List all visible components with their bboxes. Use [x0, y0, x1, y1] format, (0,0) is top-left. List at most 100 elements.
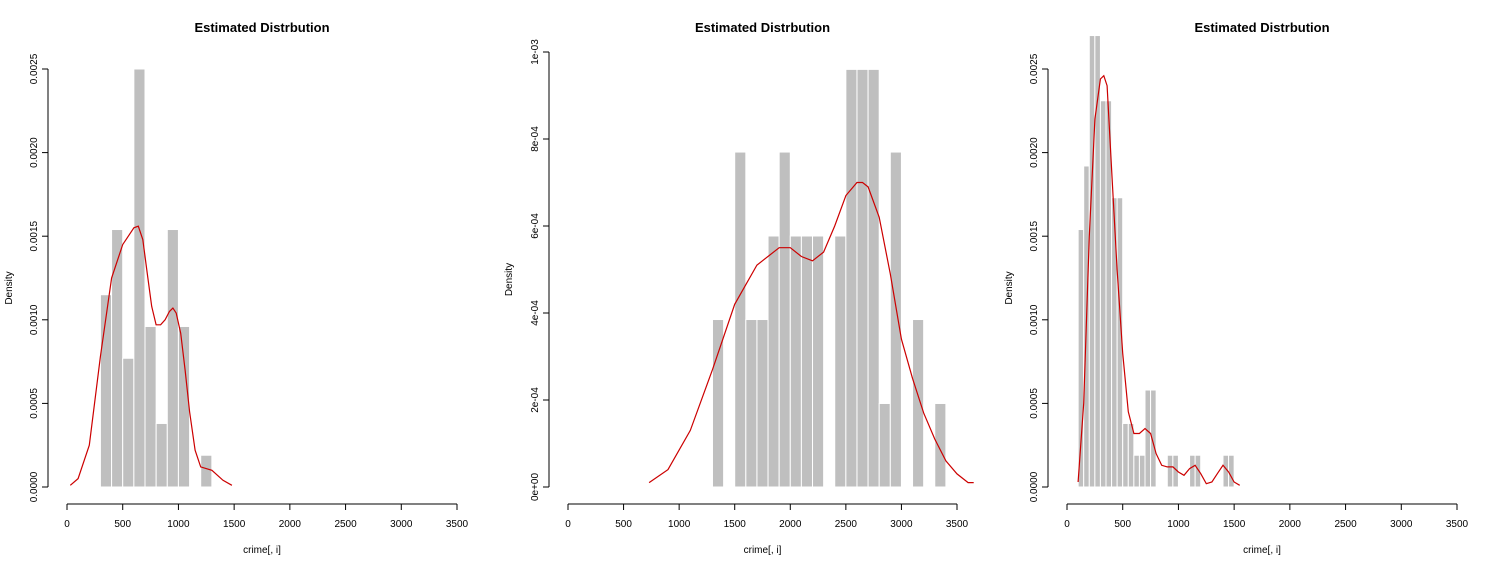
histogram-bar	[1166, 454, 1174, 488]
histogram-bar	[734, 151, 747, 488]
y-axis-label: Density	[504, 263, 515, 296]
histogram-bar	[1150, 389, 1157, 488]
histogram-bar	[200, 454, 213, 488]
y-tick-label: 0.0000	[29, 471, 40, 502]
x-axis: 0 500 1000 1500 2000 2500 3000 3500 crime[, i]	[1064, 503, 1469, 556]
density-curve	[69, 225, 233, 486]
y-tick-label: 1e-03	[530, 39, 541, 65]
histogram-bar	[889, 151, 902, 488]
x-tick-label: 3500	[446, 519, 469, 530]
histogram-bar	[1172, 454, 1179, 488]
x-tick-label: 1000	[167, 519, 190, 530]
y-tick-label: 4e-04	[530, 300, 541, 326]
histogram-bars	[99, 68, 213, 488]
chart-panel-2: Estimated Distrbution 0 500 1000 1500 2000 250…	[500, 0, 1000, 569]
histogram-bar	[1228, 454, 1235, 488]
histogram-bar	[934, 402, 947, 488]
histogram-bar	[99, 294, 113, 488]
x-tick-label: 2500	[1334, 519, 1357, 530]
y-tick-label: 0.0025	[1029, 53, 1040, 84]
x-tick-label: 3000	[390, 519, 413, 530]
x-tick-label: 500	[114, 519, 131, 530]
histogram-bar	[166, 229, 179, 488]
histogram-bar	[144, 325, 157, 488]
histogram-bar	[1138, 454, 1146, 488]
histogram-bar	[711, 319, 725, 488]
y-tick-label: 0.0015	[1029, 220, 1040, 251]
histogram-bar	[1133, 454, 1140, 488]
histogram-bar	[1099, 100, 1107, 488]
y-tick-label: 0e+00	[530, 473, 541, 502]
x-tick-label: 3500	[946, 519, 969, 530]
y-tick-label: 0.0005	[1029, 388, 1040, 419]
x-axis-label: crime[, i]	[744, 545, 782, 556]
histogram-bar	[867, 68, 880, 488]
y-tick-label: 0.0000	[1029, 471, 1040, 502]
y-tick-label: 0.0020	[1029, 137, 1040, 168]
y-tick-label: 0.0025	[29, 53, 40, 84]
x-tick-label: 1500	[724, 519, 747, 530]
x-tick-label: 3000	[890, 519, 913, 530]
histogram-bar	[812, 235, 825, 488]
histogram-bar	[789, 235, 802, 488]
chart-svg: Estimated Distrbution 0 500 1000 1500 2000 250…	[1004, 20, 1469, 556]
histogram-bar	[1122, 422, 1129, 488]
y-axis-label: Density	[1004, 271, 1015, 304]
x-tick-label: 0	[1064, 519, 1070, 530]
x-tick-label: 2500	[334, 519, 357, 530]
y-tick-label: 0.0005	[29, 388, 40, 419]
chart-title: Estimated Distrbution	[695, 20, 830, 35]
y-tick-label: 0.0010	[1029, 304, 1040, 335]
x-tick-label: 0	[565, 519, 571, 530]
histogram-bar	[856, 68, 869, 488]
histogram-bar	[878, 402, 891, 488]
x-axis: 0 500 1000 1500 2000 2500 3000 3500 crime[, i]	[64, 503, 469, 556]
histogram-bar	[1116, 197, 1124, 488]
x-tick-label: 2000	[1279, 519, 1302, 530]
histogram-bar	[745, 319, 758, 488]
histogram-bar	[800, 235, 814, 488]
x-tick-label: 3500	[1446, 519, 1469, 530]
y-tick-label: 8e-04	[530, 126, 541, 152]
histogram-bar	[133, 68, 146, 488]
histogram-bar	[1194, 454, 1202, 488]
chart-title: Estimated Distrbution	[194, 20, 329, 35]
x-axis-label: crime[, i]	[243, 545, 281, 556]
x-axis: 0 500 1000 1500 2000 2500 3000 3500 crime[, i]	[565, 503, 969, 556]
histogram-bars	[1077, 35, 1235, 488]
y-tick-label: 2e-04	[530, 387, 541, 413]
x-tick-label: 500	[615, 519, 632, 530]
histogram-bar	[1127, 422, 1135, 488]
x-tick-label: 500	[1114, 519, 1131, 530]
chart-panel-1: Estimated Distrbution 0 500 1000 1500 2000 250…	[0, 0, 500, 569]
histogram-bar	[1144, 389, 1152, 488]
histogram-bar	[111, 229, 124, 488]
histogram-bar	[767, 235, 780, 488]
y-tick-label: 0.0010	[29, 304, 40, 335]
y-axis: 0e+00 2e-04 4e-04 6e-04 8e-04 1e-03 Density	[504, 39, 550, 502]
histogram-bars	[711, 68, 947, 488]
chart-svg: Estimated Distrbution 0 500 1000 1500 2000 250…	[504, 20, 974, 556]
histogram-bar	[155, 422, 168, 488]
y-axis: 0.0000 0.0005 0.0010 0.0015 0.0020 0.0025 Dens…	[1004, 53, 1049, 502]
histogram-bar	[1111, 197, 1118, 488]
histogram-bar	[1189, 454, 1196, 488]
chart-svg: Estimated Distrbution 0 500 1000 1500 2000 250…	[4, 20, 469, 556]
y-tick-label: 6e-04	[530, 213, 541, 239]
x-tick-label: 2500	[835, 519, 858, 530]
chart-panel-3: Estimated Distrbution 0 500 1000 1500 2000 250…	[1000, 0, 1500, 569]
x-axis-label: crime[, i]	[1243, 545, 1281, 556]
x-tick-label: 1500	[223, 519, 246, 530]
histogram-bar	[1088, 35, 1096, 488]
y-axis-label: Density	[4, 271, 15, 304]
x-tick-label: 3000	[1390, 519, 1413, 530]
x-tick-label: 2000	[279, 519, 302, 530]
density-curve	[648, 181, 974, 484]
x-tick-label: 2000	[779, 519, 802, 530]
histogram-bar	[912, 319, 925, 488]
histogram-bar	[834, 235, 847, 488]
chart-title: Estimated Distrbution	[1194, 20, 1329, 35]
histogram-bar	[122, 357, 135, 488]
y-axis: 0.0000 0.0005 0.0010 0.0015 0.0020 0.0025 Dens…	[4, 53, 49, 502]
